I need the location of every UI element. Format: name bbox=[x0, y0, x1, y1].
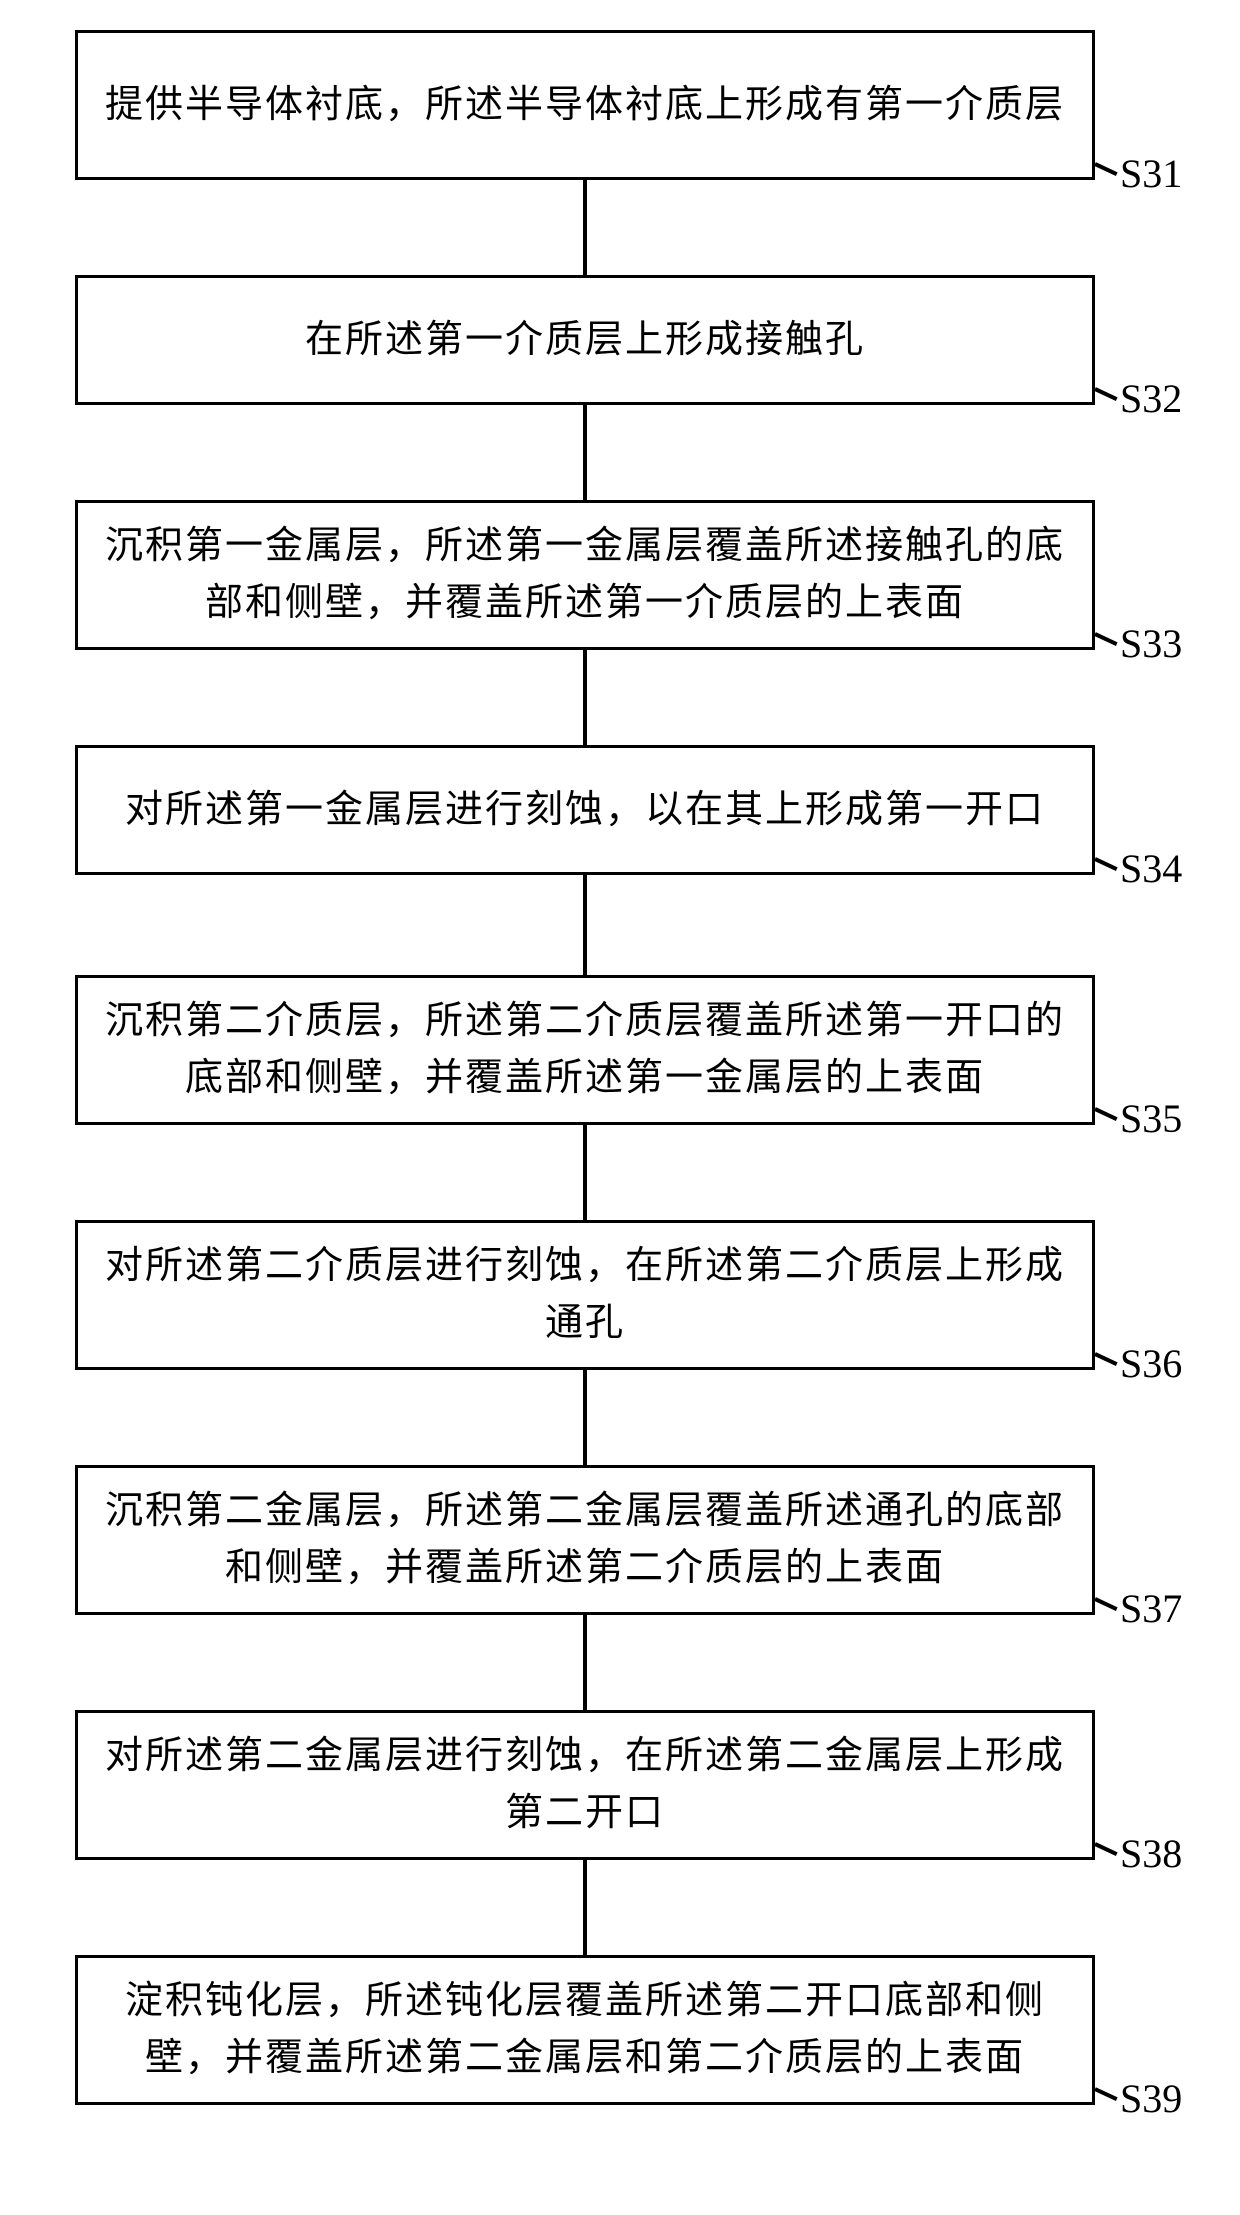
flowchart-step-box: 对所述第二金属层进行刻蚀，在所述第二金属层上形成第二开口 bbox=[75, 1710, 1095, 1860]
flowchart-step-text: 提供半导体衬底，所述半导体衬底上形成有第一介质层 bbox=[105, 77, 1065, 134]
flowchart-step-box: 对所述第二介质层进行刻蚀，在所述第二介质层上形成通孔 bbox=[75, 1220, 1095, 1370]
flowchart-step-text: 在所述第一介质层上形成接触孔 bbox=[305, 312, 865, 369]
flowchart-step-text: 沉积第一金属层，所述第一金属层覆盖所述接触孔的底部和侧壁，并覆盖所述第一介质层的… bbox=[98, 518, 1072, 632]
flowchart-connector bbox=[583, 1615, 587, 1710]
flowchart-label-tick bbox=[1094, 632, 1117, 646]
flowchart-step-label: S35 bbox=[1120, 1095, 1182, 1142]
flowchart-step-box: 淀积钝化层，所述钝化层覆盖所述第二开口底部和侧壁，并覆盖所述第二金属层和第二介质… bbox=[75, 1955, 1095, 2105]
flowchart-label-tick bbox=[1094, 1842, 1117, 1856]
flowchart-label-tick bbox=[1094, 162, 1117, 176]
flowchart-connector bbox=[583, 1370, 587, 1465]
flowchart-label-tick bbox=[1094, 387, 1117, 401]
flowchart-step-text: 沉积第二金属层，所述第二金属层覆盖所述通孔的底部和侧壁，并覆盖所述第二介质层的上… bbox=[98, 1483, 1072, 1597]
flowchart-step-text: 对所述第二介质层进行刻蚀，在所述第二介质层上形成通孔 bbox=[98, 1238, 1072, 1352]
flowchart-step-text: 淀积钝化层，所述钝化层覆盖所述第二开口底部和侧壁，并覆盖所述第二金属层和第二介质… bbox=[98, 1973, 1072, 2087]
flowchart-label-tick bbox=[1094, 1352, 1117, 1366]
flowchart-label-tick bbox=[1094, 1597, 1117, 1611]
flowchart-connector bbox=[583, 180, 587, 275]
flowchart-step-label: S38 bbox=[1120, 1830, 1182, 1877]
flowchart-connector bbox=[583, 875, 587, 975]
flowchart-label-tick bbox=[1094, 857, 1117, 871]
flowchart-step-label: S36 bbox=[1120, 1340, 1182, 1387]
flowchart-step-label: S33 bbox=[1120, 620, 1182, 667]
flowchart-step-label: S32 bbox=[1120, 375, 1182, 422]
flowchart-step-box: 提供半导体衬底，所述半导体衬底上形成有第一介质层 bbox=[75, 30, 1095, 180]
flowchart-canvas: 提供半导体衬底，所述半导体衬底上形成有第一介质层 S31 在所述第一介质层上形成接触… bbox=[0, 0, 1240, 2215]
flowchart-connector bbox=[583, 650, 587, 745]
flowchart-step-text: 对所述第一金属层进行刻蚀，以在其上形成第一开口 bbox=[125, 782, 1045, 839]
flowchart-step-label: S31 bbox=[1120, 150, 1182, 197]
flowchart-step-text: 对所述第二金属层进行刻蚀，在所述第二金属层上形成第二开口 bbox=[98, 1728, 1072, 1842]
flowchart-step-text: 沉积第二介质层，所述第二介质层覆盖所述第一开口的底部和侧壁，并覆盖所述第一金属层… bbox=[98, 993, 1072, 1107]
flowchart-step-box: 对所述第一金属层进行刻蚀，以在其上形成第一开口 bbox=[75, 745, 1095, 875]
flowchart-connector bbox=[583, 405, 587, 500]
flowchart-step-box: 在所述第一介质层上形成接触孔 bbox=[75, 275, 1095, 405]
flowchart-step-box: 沉积第二介质层，所述第二介质层覆盖所述第一开口的底部和侧壁，并覆盖所述第一金属层… bbox=[75, 975, 1095, 1125]
flowchart-step-label: S34 bbox=[1120, 845, 1182, 892]
flowchart-connector bbox=[583, 1125, 587, 1220]
flowchart-connector bbox=[583, 1860, 587, 1955]
flowchart-label-tick bbox=[1094, 1107, 1117, 1121]
flowchart-step-label: S37 bbox=[1120, 1585, 1182, 1632]
flowchart-step-label: S39 bbox=[1120, 2075, 1182, 2122]
flowchart-step-box: 沉积第二金属层，所述第二金属层覆盖所述通孔的底部和侧壁，并覆盖所述第二介质层的上… bbox=[75, 1465, 1095, 1615]
flowchart-label-tick bbox=[1094, 2087, 1117, 2101]
flowchart-step-box: 沉积第一金属层，所述第一金属层覆盖所述接触孔的底部和侧壁，并覆盖所述第一介质层的… bbox=[75, 500, 1095, 650]
